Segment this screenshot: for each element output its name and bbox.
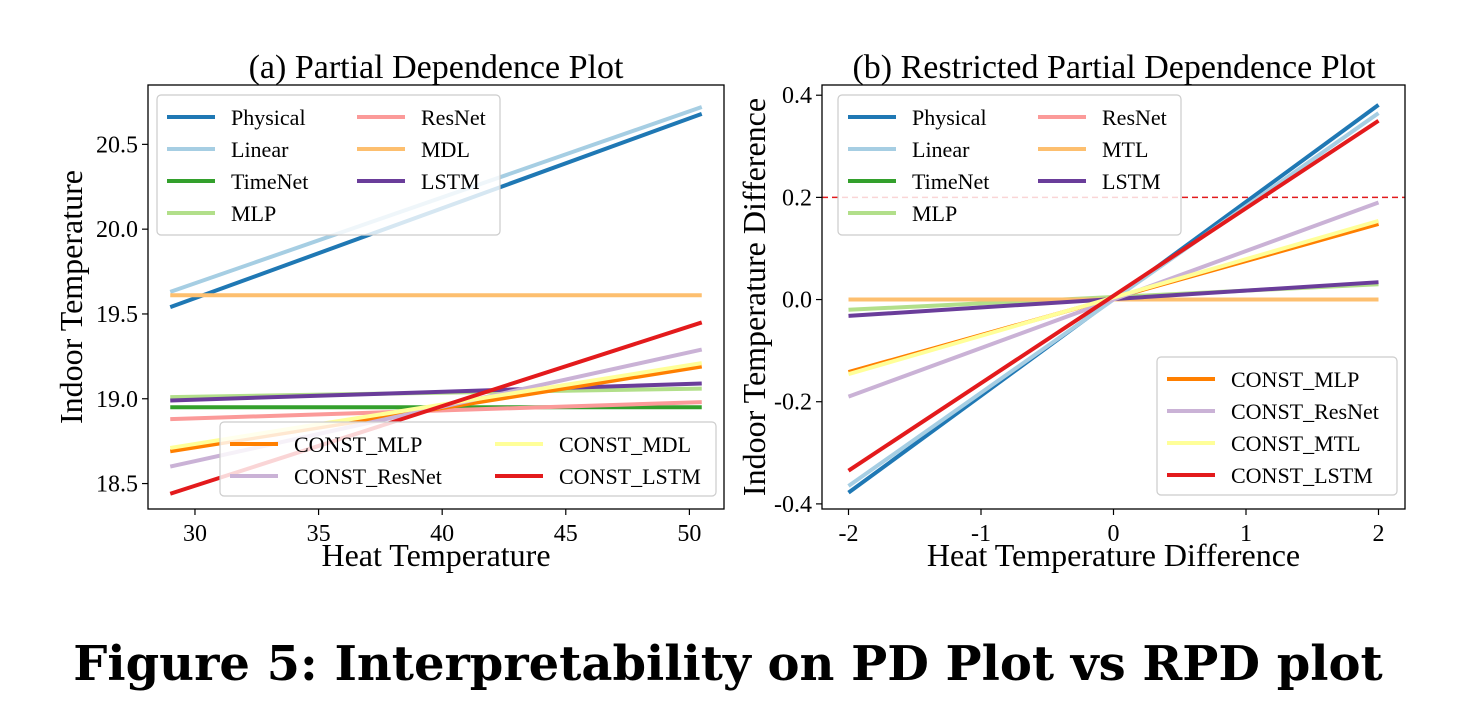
legend-item: CONST_ResNet xyxy=(1167,399,1379,424)
legend-label: MLP xyxy=(231,201,276,226)
legend-item: CONST_MTL xyxy=(1167,431,1361,456)
legend-item: TimeNet xyxy=(848,169,989,194)
chart-title: (b) Restricted Partial Dependence Plot xyxy=(852,49,1376,86)
y-tick-label: 20.5 xyxy=(96,132,138,158)
y-axis-label: Indoor Temperature xyxy=(53,170,89,424)
series-lines xyxy=(847,103,1380,495)
y-tick-label: 19.5 xyxy=(96,302,138,328)
legend-label: Physical xyxy=(231,105,306,130)
x-axis-label: Heat Temperature xyxy=(321,537,550,573)
y-tick-label: 18.5 xyxy=(96,472,138,498)
legend-label: TimeNet xyxy=(912,169,989,194)
legend-label: CONST_ResNet xyxy=(1231,399,1379,424)
legend-item: MDL xyxy=(357,137,470,162)
chart-panel-a: (a) Partial Dependence Plot 30 35 40 45 50 18.… xyxy=(53,49,725,573)
legend-item: Linear xyxy=(848,137,970,162)
legend-upper-left: Physical Linear TimeNet MLP ResNet MDL LSTM xyxy=(156,94,501,236)
legend-label: CONST_ResNet xyxy=(294,464,442,489)
legend-item: CONST_ResNet xyxy=(230,464,442,489)
legend-item: MLP xyxy=(848,201,957,226)
legend-label: CONST_LSTM xyxy=(1231,463,1373,488)
x-tick-label: -2 xyxy=(839,521,859,547)
legend-item: Linear xyxy=(167,137,289,162)
legend-item: Physical xyxy=(167,105,306,130)
legend-label: Linear xyxy=(231,137,289,162)
legend-label: CONST_MLP xyxy=(1231,367,1359,392)
y-tick-label: 0.0 xyxy=(782,288,812,314)
legend-label: CONST_MLP xyxy=(294,432,422,457)
legend-item: CONST_MLP xyxy=(1167,367,1359,392)
legend-label: TimeNet xyxy=(231,169,308,194)
legend-label: CONST_LSTM xyxy=(559,464,701,489)
legend-item: MLP xyxy=(167,201,276,226)
legend-label: Physical xyxy=(912,105,987,130)
chart-panel-b: (b) Restricted Partial Dependence Plot -2… xyxy=(736,49,1406,573)
legend-item: TimeNet xyxy=(167,169,308,194)
legend-label: MTL xyxy=(1102,137,1148,162)
legend-label: CONST_MTL xyxy=(1231,431,1361,456)
legend-lower-right: CONST_MLP CONST_ResNet CONST_MTL CONST_LSTM xyxy=(1156,356,1398,496)
figure-caption: Figure 5: Interpretability on PD Plot vs… xyxy=(73,636,1382,692)
y-tick-label: 19.0 xyxy=(96,387,138,413)
legend-label: ResNet xyxy=(1102,105,1167,130)
legend-label: MLP xyxy=(912,201,957,226)
legend-label: ResNet xyxy=(421,105,486,130)
y-tick-label: -0.2 xyxy=(774,390,812,416)
x-tick-label: 40 xyxy=(430,521,454,547)
legend-lower-right: CONST_MLP CONST_ResNet CONST_MDL CONST_LSTM xyxy=(219,421,717,497)
legend-label: CONST_MDL xyxy=(559,432,691,457)
legend-label: LSTM xyxy=(1102,169,1161,194)
legend-item: LSTM xyxy=(1038,169,1161,194)
legend-item: CONST_LSTM xyxy=(495,464,701,489)
legend-item: ResNet xyxy=(1038,105,1167,130)
legend-frame xyxy=(837,94,1182,236)
series-line-lstm xyxy=(170,381,702,403)
axes-frame xyxy=(147,84,725,510)
legend-item: LSTM xyxy=(357,169,480,194)
series-line-const-lstm xyxy=(847,119,1380,473)
legend-label: Linear xyxy=(912,137,970,162)
y-tick-label: 0.2 xyxy=(782,185,812,211)
y-tick-label: 0.4 xyxy=(782,83,812,109)
x-tick-label: 0 xyxy=(1108,521,1120,547)
y-tick-label: 20.0 xyxy=(96,217,138,243)
x-tick-label: 2 xyxy=(1373,521,1385,547)
x-tick-label: 1 xyxy=(1240,521,1252,547)
legend-frame xyxy=(1156,356,1398,496)
legend-frame xyxy=(156,94,501,236)
legend-item: ResNet xyxy=(357,105,486,130)
legend-item: Physical xyxy=(848,105,987,130)
x-tick-label: -1 xyxy=(971,521,991,547)
chart-title: (a) Partial Dependence Plot xyxy=(249,49,624,86)
legend-label: MDL xyxy=(421,137,470,162)
x-tick-label: 30 xyxy=(183,521,207,547)
legend-item: MTL xyxy=(1038,137,1148,162)
x-tick-label: 45 xyxy=(554,521,578,547)
x-tick-label: 50 xyxy=(677,521,701,547)
legend-item: CONST_MDL xyxy=(495,432,691,457)
legend-item: CONST_LSTM xyxy=(1167,463,1373,488)
legend-upper-left: Physical Linear TimeNet MLP ResNet MTL LSTM xyxy=(837,94,1182,236)
y-tick-label: -0.4 xyxy=(774,492,812,518)
x-axis-label: Heat Temperature Difference xyxy=(927,537,1300,573)
y-axis-label: Indoor Temperature Difference xyxy=(736,98,772,496)
x-tick-label: 35 xyxy=(307,521,331,547)
legend-frame xyxy=(219,421,717,497)
legend-item: CONST_MLP xyxy=(230,432,422,457)
legend-label: LSTM xyxy=(421,169,480,194)
